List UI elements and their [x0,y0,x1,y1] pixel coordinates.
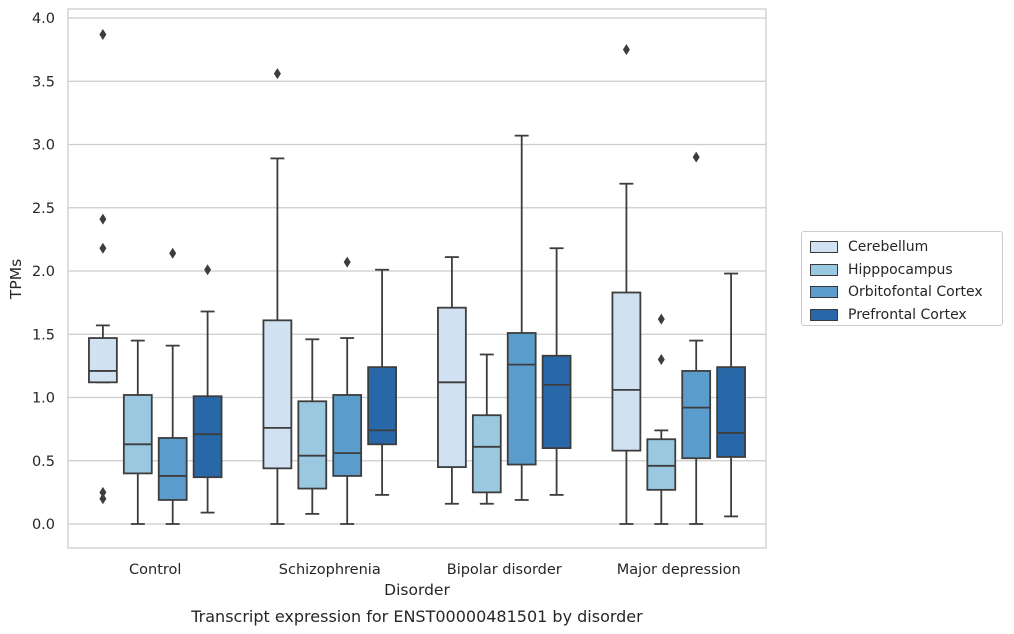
box-plot-item [611,44,642,525]
legend-label: Orbitofontal Cortex [848,284,983,301]
plot-frame [67,8,767,549]
legend-item: Cerebellum [810,236,994,259]
box-plot-item [297,338,328,515]
outlier-point [273,68,281,80]
box-plot-item [716,272,746,518]
legend-item: Prefrontal Cortex [810,304,994,327]
box [88,337,118,384]
legend-label: Hipppocampus [848,261,953,278]
legend-swatch [810,241,838,254]
box [262,319,293,470]
box [506,332,537,466]
y-tick-label: 0.5 [32,454,55,470]
outlier-point [99,213,107,225]
box-plot-item [262,68,293,525]
outlier-point [204,264,212,276]
box [122,394,153,475]
box-plot-item [506,134,537,501]
box-plot-item [471,353,502,505]
outlier-point [692,151,700,163]
box [437,306,467,468]
box [471,414,502,494]
x-tick-label: Major depression [617,562,741,578]
x-ticks: Control Schizophrenia Bipolar disorder Majo… [129,562,741,578]
outlier-point [99,28,107,40]
y-tick-label: 2.5 [32,201,55,217]
legend-item: Hipppocampus [810,259,994,282]
box-plot-item [367,268,397,496]
box [367,366,397,446]
outlier-point [657,313,665,325]
outlier-point [622,44,630,56]
legend-item: Orbitofontal Cortex [810,281,994,304]
outlier-point [99,493,107,505]
x-axis-label: Disorder [384,581,450,599]
y-tick-label: 3.0 [32,138,55,154]
legend-swatch [810,286,838,299]
outlier-point [343,256,351,268]
y-tick-label: 0.0 [32,517,55,533]
y-axis-label: TPMs [7,259,25,300]
outlier-point [99,242,107,254]
legend-swatch [810,308,838,321]
box [192,395,223,479]
box-plot-item [437,256,467,505]
box-plot-item [122,339,153,525]
box [716,366,746,458]
y-ticks: 0.0 0.5 1.0 1.5 2.0 2.5 3.0 3.5 4.0 [32,11,55,533]
box [332,394,363,477]
y-tick-label: 2.0 [32,264,55,280]
legend-swatch [810,263,838,276]
x-tick-label: Bipolar disorder [447,562,562,578]
outlier-point [169,247,177,259]
outlier-point [657,354,665,366]
box [297,400,328,490]
y-tick-label: 3.5 [32,74,55,90]
boxes [88,28,746,525]
box-plot-item [646,313,677,525]
y-tick-label: 1.0 [32,391,55,407]
outlier-point [99,486,107,498]
box [646,438,677,491]
box-plot-item [88,28,118,505]
legend: Cerebellum Hipppocampus Orbitofontal Corte… [801,231,1003,326]
box-plot-item [192,264,223,514]
box-plot-item [541,247,572,496]
box [541,354,572,450]
box-plot-item [332,256,363,525]
figure-caption: Transcript expression for ENST0000048150… [190,607,643,626]
box-plot-item [157,247,188,525]
x-tick-label: Schizophrenia [279,562,381,578]
box [611,291,642,452]
y-tick-label: 1.5 [32,327,55,343]
x-tick-label: Control [129,562,181,578]
legend-label: Prefrontal Cortex [848,306,967,323]
y-tick-label: 4.0 [32,11,55,27]
legend-label: Cerebellum [848,239,929,256]
box-plot-item [681,151,712,525]
box [681,370,712,460]
box [157,437,188,501]
